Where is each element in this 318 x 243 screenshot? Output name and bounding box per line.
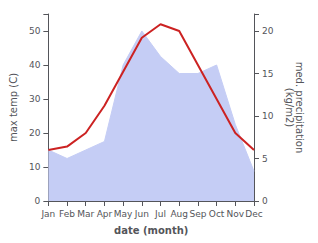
svg-text:May: May: [114, 209, 133, 219]
svg-text:50: 50: [29, 26, 41, 36]
svg-text:10: 10: [29, 162, 41, 172]
svg-text:Nov: Nov: [227, 209, 245, 219]
svg-text:0: 0: [262, 196, 268, 206]
svg-text:30: 30: [29, 94, 41, 104]
svg-text:10: 10: [262, 111, 274, 121]
svg-text:(kg/m2): (kg/m2): [284, 88, 295, 128]
svg-text:Jul: Jul: [154, 209, 166, 219]
svg-text:Sep: Sep: [189, 209, 206, 219]
svg-text:date (month): date (month): [114, 225, 188, 236]
svg-text:max temp (C): max temp (C): [8, 73, 19, 142]
svg-text:Mar: Mar: [77, 209, 94, 219]
svg-text:20: 20: [29, 128, 41, 138]
svg-text:Apr: Apr: [97, 209, 113, 219]
svg-text:Aug: Aug: [170, 209, 188, 219]
svg-text:0: 0: [35, 196, 41, 206]
svg-text:Feb: Feb: [59, 209, 75, 219]
svg-text:5: 5: [262, 154, 268, 164]
svg-text:20: 20: [262, 26, 274, 36]
svg-text:Jan: Jan: [40, 209, 55, 219]
svg-text:15: 15: [262, 69, 273, 79]
svg-text:Jun: Jun: [134, 209, 149, 219]
svg-text:Dec: Dec: [245, 209, 262, 219]
svg-text:med. precipitation: med. precipitation: [293, 61, 305, 154]
svg-text:Oct: Oct: [209, 209, 225, 219]
svg-text:40: 40: [29, 60, 41, 70]
